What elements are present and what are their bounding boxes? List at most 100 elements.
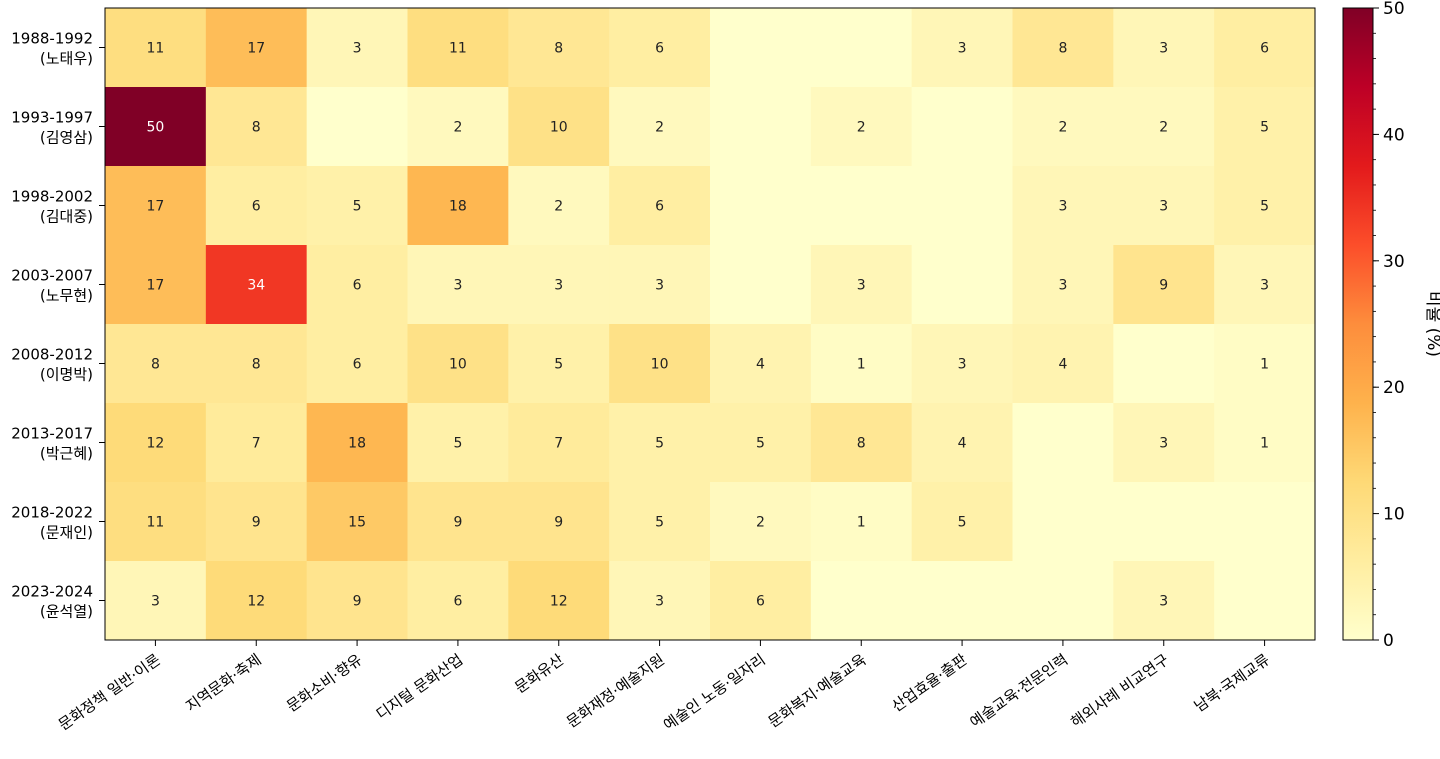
x-tick-label: 예술인 노동·일자리 [660,651,769,735]
y-tick-label: 2023-2024 (윤석열) [11,583,93,621]
cell-value-label: 3 [857,278,866,294]
x-tick-label: 산업효율·출판 [888,650,970,715]
cell-value-label: 17 [147,278,165,294]
heatmap-cells [105,8,1316,641]
heatmap-cell [1214,245,1316,325]
y-tick-label: 1993-1997 (김영삼) [11,109,93,147]
x-tick-label: 문화재정·예술지원 [563,651,668,732]
cell-value-label: 12 [550,594,568,610]
heatmap-cell [105,166,207,246]
colorbar-ticks: 0 10 20 30 40 50 [1373,0,1405,651]
cell-value-label: 5 [756,436,765,452]
cell-value-label: 9 [252,515,261,531]
heatmap-cell [1012,245,1114,325]
heatmap-cell [911,482,1013,562]
cell-value-label: 11 [147,41,165,57]
cell-value-label: 3 [958,357,967,373]
cell-value-label: 5 [1260,120,1269,136]
heatmap-cell [810,324,913,404]
heatmap-cell [105,87,207,167]
cell-value-label: 2 [857,120,866,136]
heatmap-cell [205,87,308,167]
heatmap-cell [710,166,812,246]
cell-value-label: 11 [147,515,165,531]
cell-value-label: 3 [655,594,664,610]
heatmap-cell [508,8,610,88]
cell-value-label: 5 [353,199,362,215]
heatmap-cell [609,87,711,167]
heatmap-cell [710,87,812,167]
colorbar-tick-label: 10 [1383,505,1405,525]
y-tick-label: 1998-2002 (김대중) [11,188,93,226]
cell-value-label: 2 [453,120,462,136]
heatmap-cell [306,87,408,167]
y-tick-label: 2013-2017 (박근혜) [11,425,93,463]
heatmap-cell [710,8,812,88]
heatmap-cell [1012,87,1114,167]
heatmap-cell [1214,324,1316,404]
heatmap-cell [407,403,509,483]
heatmap-cell [609,245,711,325]
heatmap-cell [1113,482,1215,562]
heatmap-cell [105,245,207,325]
y-tick-label: 1988-1992 (노태우) [11,30,93,68]
cell-value-label: 7 [554,436,563,452]
heatmap-cell [407,482,509,562]
heatmap-cell [911,403,1013,483]
cell-value-label: 5 [453,436,462,452]
cell-value-label: 6 [756,594,765,610]
cell-value-label: 3 [1260,278,1269,294]
heatmap-cell [407,87,509,167]
y-tick-label: 2008-2012 (이명박) [11,346,93,384]
cell-value-label: 2 [756,515,765,531]
heatmap-cell [1113,245,1215,325]
cell-value-label: 3 [958,41,967,57]
cell-value-label: 6 [453,594,462,610]
heatmap-cell [407,166,509,246]
cell-value-label: 2 [1159,120,1168,136]
heatmap-cell [306,324,408,404]
heatmap-cell [407,8,509,88]
cell-value-label: 3 [554,278,563,294]
x-tick-label: 문화유산 [512,650,568,697]
heatmap-cell [810,403,913,483]
cell-value-label: 7 [252,436,261,452]
y-tick-label: 2003-2007 (노무현) [11,267,93,305]
x-tick-label: 해외사례 비교연구 [1067,651,1172,732]
heatmap-cell [508,324,610,404]
heatmap-cell [105,324,207,404]
cell-value-label: 3 [1058,199,1067,215]
heatmap-cell [1113,403,1215,483]
heatmap-cell [609,403,711,483]
cell-value-label: 3 [151,594,160,610]
cell-value-label: 2 [1058,120,1067,136]
heatmap-cell [710,245,812,325]
heatmap-cell [1214,8,1316,88]
heatmap-cell-labels: 11 17 3 11 8 6 3 8 3 650 8 2 10 2 2 2 2 517 6 5 18 2 6 3 3 517 34 6… [147,41,1270,610]
cell-value-label: 17 [247,41,265,57]
heatmap-cell [609,482,711,562]
cell-value-label: 9 [353,594,362,610]
cell-value-label: 10 [449,357,467,373]
heatmap-cell [810,8,913,88]
heatmap-cell [911,8,1013,88]
cell-value-label: 11 [449,41,467,57]
cell-value-label: 6 [1260,41,1269,57]
heatmap-cell [1113,324,1215,404]
cell-value-label: 2 [554,199,563,215]
heatmap-cell [1113,8,1215,88]
cell-value-label: 5 [655,515,664,531]
heatmap-cell [205,166,308,246]
cell-value-label: 6 [353,278,362,294]
cell-value-label: 3 [1159,199,1168,215]
cell-value-label: 8 [252,120,261,136]
cell-value-label: 6 [655,199,664,215]
cell-value-label: 17 [147,199,165,215]
heatmap-cell [710,561,812,641]
y-tick-label: 2018-2022 (문재인) [11,504,93,542]
cell-value-label: 1 [1260,357,1269,373]
cell-value-label: 3 [655,278,664,294]
cell-value-label: 9 [554,515,563,531]
heatmap-cell [1012,8,1114,88]
heatmap-cell [609,561,711,641]
